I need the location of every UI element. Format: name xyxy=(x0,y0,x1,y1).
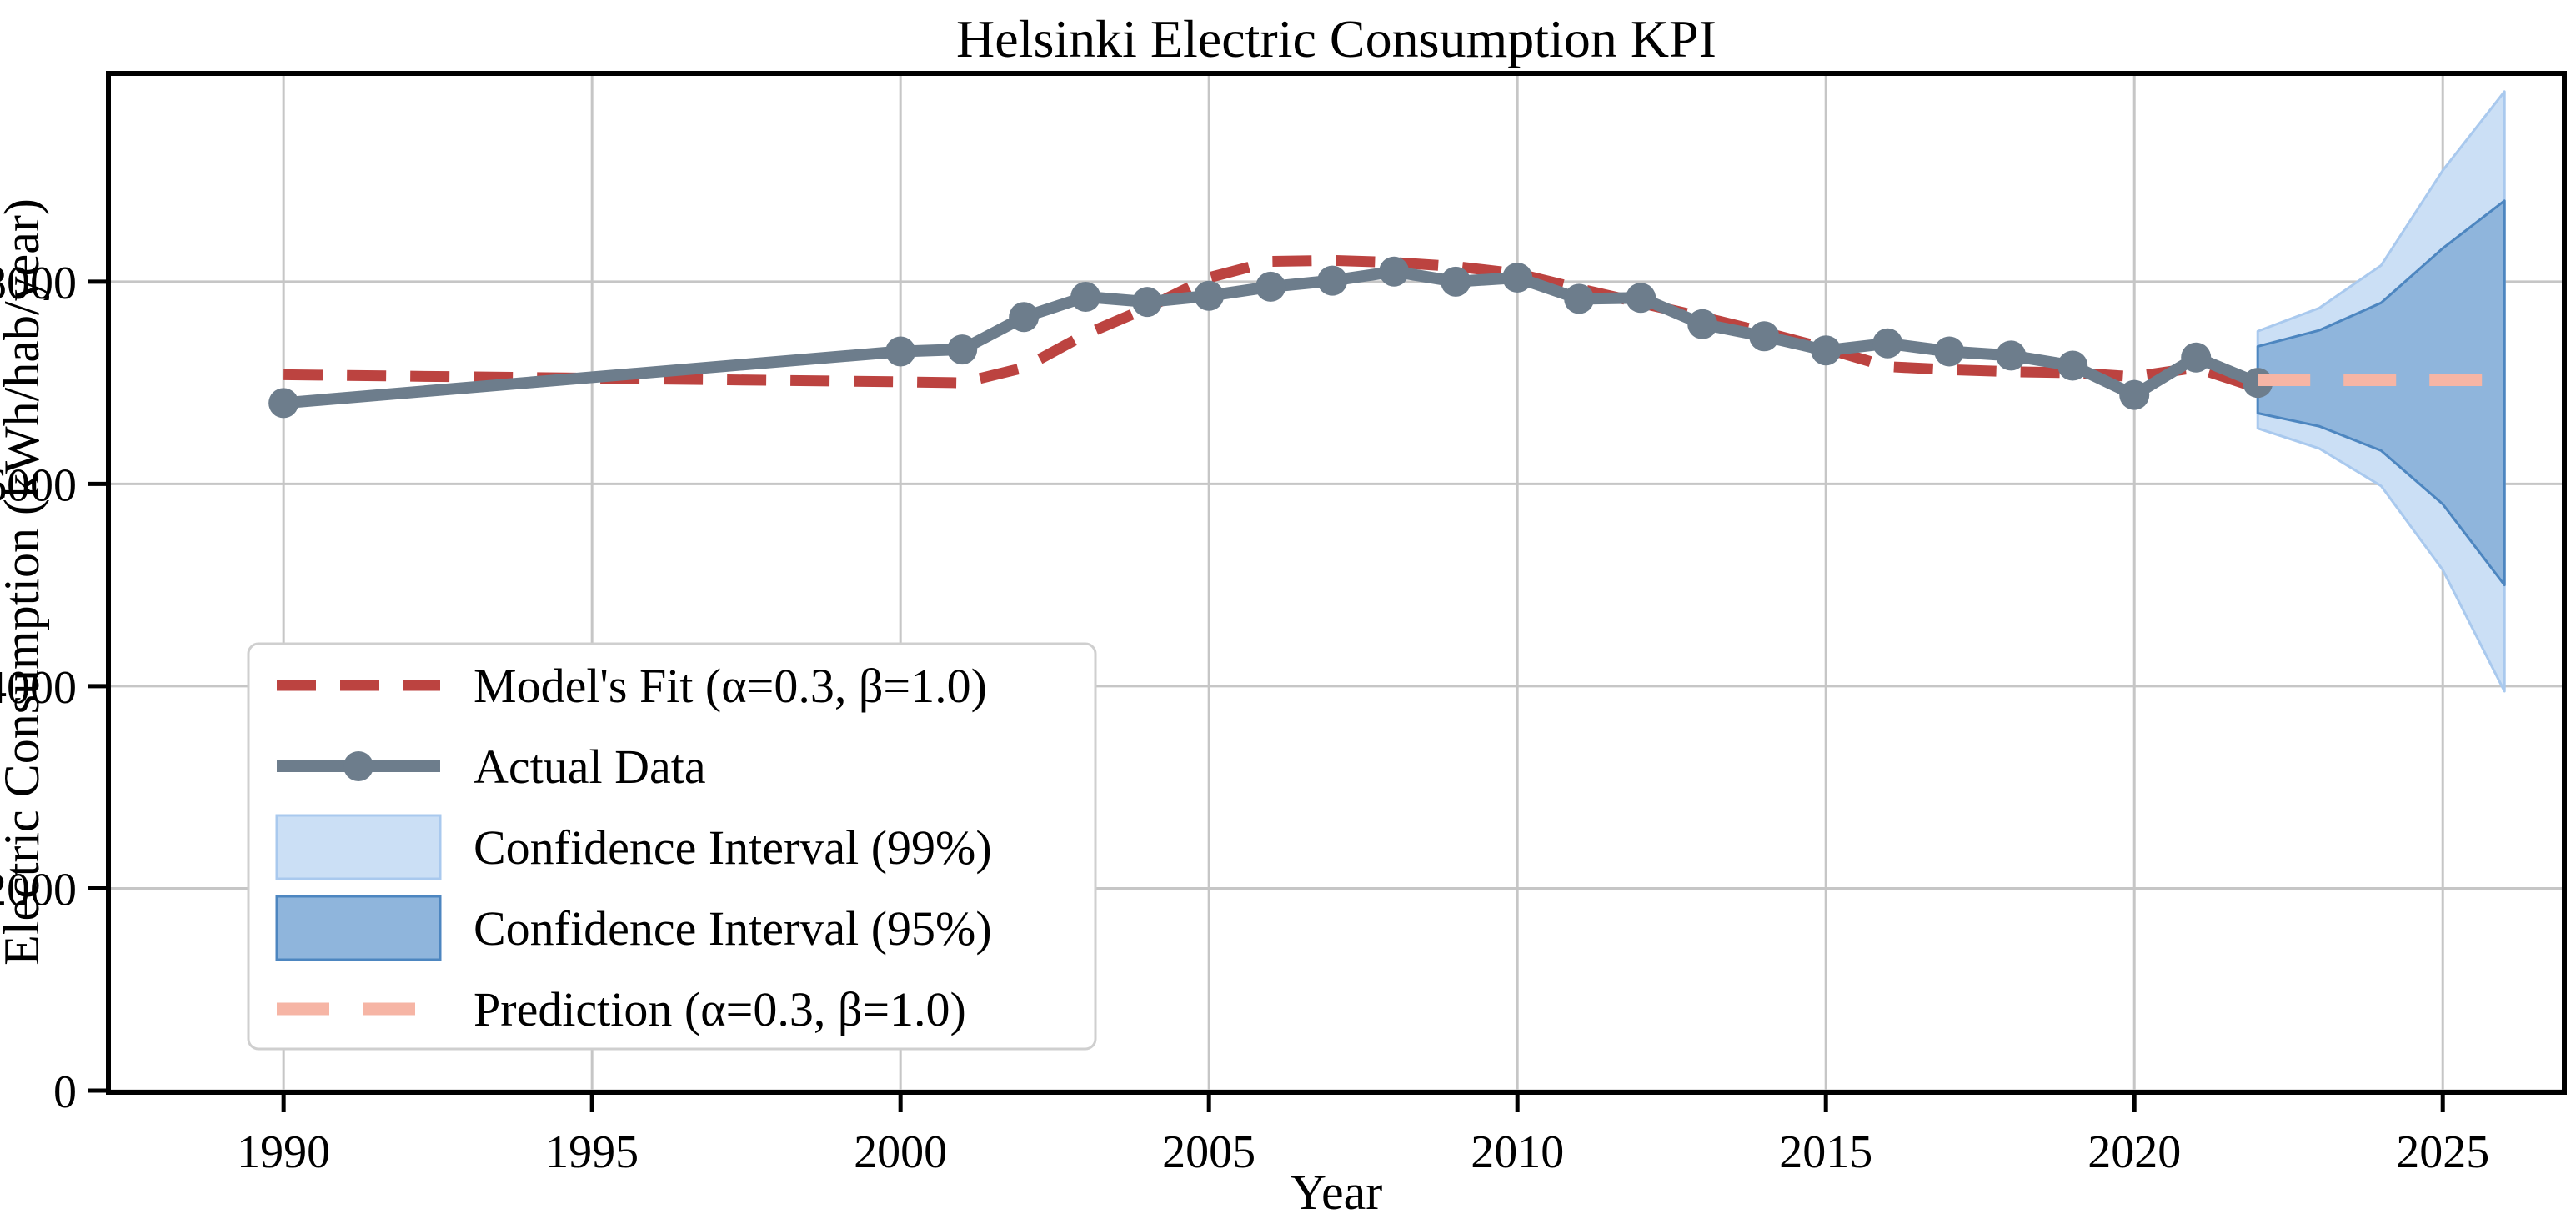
actual-data-marker xyxy=(1811,335,1842,366)
legend-swatch-marker xyxy=(343,751,373,781)
ci95-band xyxy=(2256,199,2506,587)
actual-data-marker xyxy=(1009,302,1040,333)
actual-data-marker xyxy=(947,334,978,365)
actual-data-marker xyxy=(268,388,299,419)
y-tick-label: 6000 xyxy=(0,459,77,511)
legend-label: Confidence Interval (99%) xyxy=(474,820,992,875)
actual-data-marker xyxy=(1502,262,1533,293)
x-tick-label: 2005 xyxy=(1162,1126,1255,1178)
y-tick-label: 0 xyxy=(53,1066,77,1118)
legend-label: Confidence Interval (95%) xyxy=(474,901,992,956)
series-layer xyxy=(268,254,2505,419)
x-tick-label: 2000 xyxy=(854,1126,947,1178)
legend-label: Actual Data xyxy=(474,740,706,794)
actual-data-marker xyxy=(1996,340,2027,371)
legend-swatch-patch xyxy=(275,814,442,880)
actual-data-marker xyxy=(1564,283,1595,314)
y-tick-label: 8000 xyxy=(0,258,77,309)
legend-label: Prediction (α=0.3, β=1.0) xyxy=(474,982,966,1036)
actual-data-marker xyxy=(1255,271,1286,302)
legend-label: Model's Fit (α=0.3, β=1.0) xyxy=(474,659,987,713)
actual-data-marker xyxy=(1379,256,1410,287)
x-tick-label: 1995 xyxy=(545,1126,639,1178)
legend-box xyxy=(247,642,1097,1051)
actual-data-marker xyxy=(2119,379,2150,410)
actual-data-marker xyxy=(1441,266,1471,297)
actual-data-marker xyxy=(885,336,916,367)
x-tick-label: 2015 xyxy=(1779,1126,1872,1178)
actual-data-marker xyxy=(2181,342,2212,373)
legend-swatch-patch xyxy=(275,895,442,961)
actual-data-marker xyxy=(2057,350,2088,381)
legend: Model's Fit (α=0.3, β=1.0) Actual Data Con… xyxy=(247,642,1097,1051)
y-tick-label: 2000 xyxy=(0,864,77,915)
actual-data-marker xyxy=(1687,309,1718,339)
actual-data-marker xyxy=(1626,283,1656,314)
x-tick-label: 2020 xyxy=(2087,1126,2181,1178)
x-tick-label: 2025 xyxy=(2396,1126,2489,1178)
x-axis-label: Year xyxy=(1291,1165,1383,1220)
x-tick-label: 1990 xyxy=(237,1126,330,1178)
actual-data-marker xyxy=(1934,336,1965,367)
y-axis-label: Electric Consumption (kWh/hab/year) xyxy=(0,198,49,966)
actual-data-marker xyxy=(1317,265,1348,296)
model-fit-line xyxy=(283,254,2260,394)
actual-data-marker xyxy=(1070,282,1101,313)
y-tick-label: 4000 xyxy=(0,662,77,714)
chart-title: Helsinki Electric Consumption KPI xyxy=(956,9,1716,68)
actual-data-marker xyxy=(1872,328,1903,359)
axes-layer: 1990 1995 2000 2005 2010 2015 2020 2025 0 2000 400… xyxy=(0,71,2567,1178)
bands-layer xyxy=(2256,90,2506,693)
actual-data-marker xyxy=(1132,287,1163,318)
actual-data-marker xyxy=(1749,321,1780,352)
actual-data-marker xyxy=(1194,280,1225,311)
x-tick-label: 2010 xyxy=(1471,1126,1564,1178)
plot-border xyxy=(106,71,2567,1095)
